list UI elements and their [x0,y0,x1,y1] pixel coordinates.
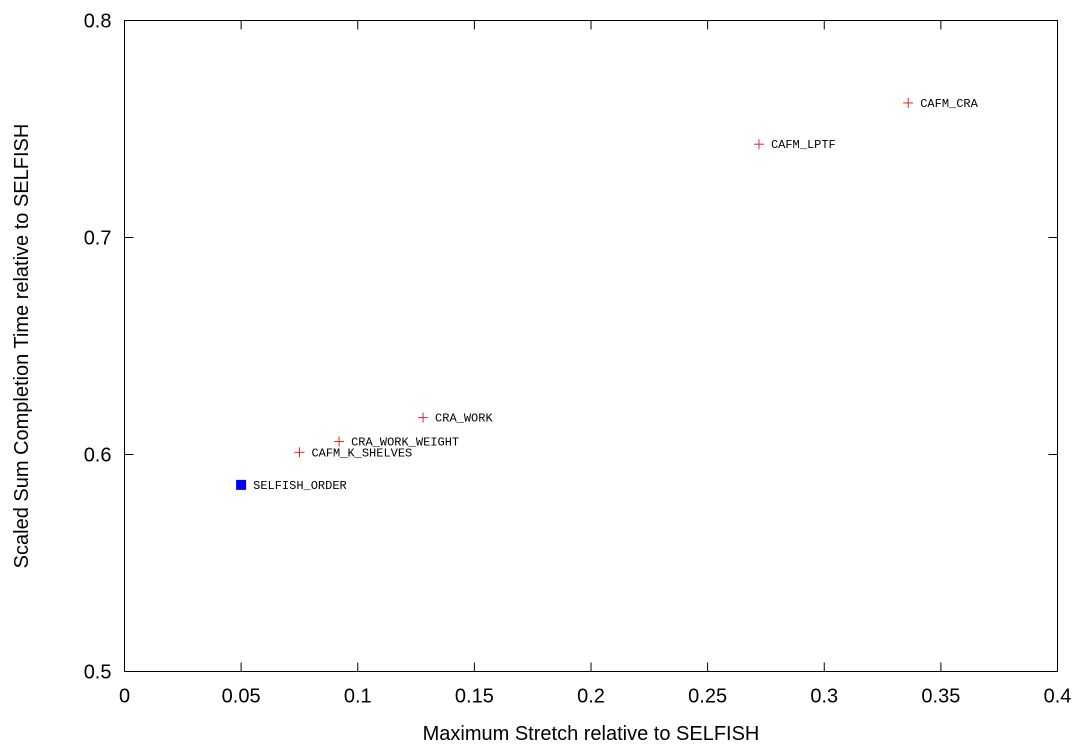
point-label: CAFM_CRA [920,97,978,111]
point-marker-plus [294,447,305,458]
y-axis: 0.5 0.6 0.7 0.8 [84,11,1058,684]
point-marker-plus [903,97,914,108]
point-marker-square [236,479,247,490]
x-tick-label: 0.05 [222,686,261,708]
point-label: SELFISH_ORDER [253,479,347,493]
point-label: CAFM_LPTF [771,138,836,152]
x-tick-label: 0.2 [577,686,605,708]
x-tick-label: 0.3 [810,686,838,708]
point-label: CRA_WORK_WEIGHT [351,435,459,449]
point-label: CRA_WORK [435,412,493,426]
y-axis-title: Scaled Sum Completion Time relative to S… [11,124,33,569]
plot-frame [124,20,1058,672]
point-marker-plus [334,436,345,447]
x-tick-label: 0.25 [688,686,727,708]
x-tick-label: 0.15 [455,686,494,708]
point-label: CAFM_K_SHELVES [311,446,412,460]
x-tick-label: 0 [119,686,130,708]
y-tick-label: 0.7 [84,228,112,250]
y-tick-label: 0.5 [84,662,112,684]
x-axis-title: Maximum Stretch relative to SELFISH [423,723,760,745]
y-tick-label: 0.6 [84,445,112,467]
data-points: CAFM_CRA CAFM_LPTF CRA_WORK CRA_WORK_WEIGHT… [236,97,979,493]
point-marker-plus [418,412,429,423]
y-tick-label: 0.8 [84,11,112,33]
x-axis: 0 0.05 0.1 0.15 0.2 0.25 0.3 0.35 0.4 [119,20,1072,708]
x-tick-label: 0.1 [344,686,372,708]
x-tick-label: 0.35 [921,686,960,708]
x-tick-label: 0.4 [1044,686,1072,708]
point-marker-plus [753,139,764,150]
